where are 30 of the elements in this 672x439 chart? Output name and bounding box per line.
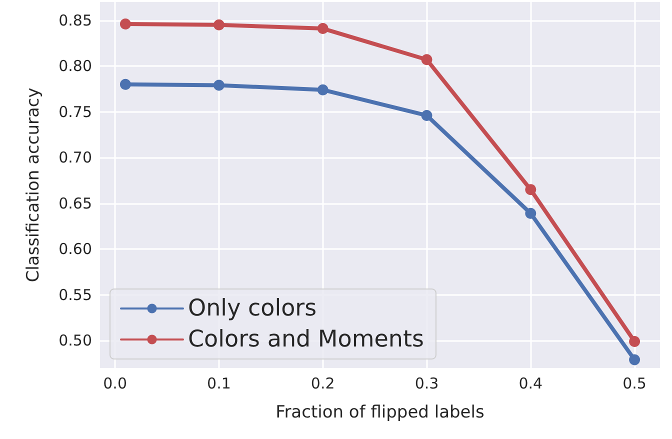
y-tick-label: 0.60: [58, 240, 92, 258]
point: [120, 18, 131, 30]
y-tick-label: 0.50: [58, 332, 92, 350]
x-tick-label: 0.4: [518, 374, 543, 392]
y-tick-label: 0.70: [58, 148, 92, 167]
point: [525, 208, 536, 219]
point: [525, 184, 536, 196]
point: [629, 336, 640, 347]
legend-label: Only colors: [188, 296, 317, 322]
x-tick-label: 0.3: [414, 374, 439, 392]
point: [629, 354, 640, 366]
point: [317, 23, 328, 34]
legend-label: Colors and Moments: [188, 326, 424, 352]
point: [317, 84, 328, 96]
x-tick-label: 0.1: [207, 374, 231, 392]
point: [213, 80, 224, 91]
x-axis-title: Fraction of flipped labels: [276, 402, 484, 422]
x-tick-label: 0.2: [310, 374, 335, 392]
point: [421, 54, 432, 66]
point: [120, 78, 131, 90]
y-tick-label: 0.85: [58, 11, 92, 30]
y-tick-label: 0.80: [58, 57, 92, 76]
y-axis-title: Classification accuracy: [24, 88, 44, 282]
x-tick-label: 0.0: [103, 374, 127, 392]
x-tick-label: 0.5: [622, 374, 646, 392]
y-tick-label: 0.65: [58, 194, 92, 212]
point: [421, 110, 432, 121]
y-tick-label: 0.75: [58, 102, 92, 121]
y-tick-label: 0.55: [58, 286, 92, 304]
point: [213, 19, 224, 30]
